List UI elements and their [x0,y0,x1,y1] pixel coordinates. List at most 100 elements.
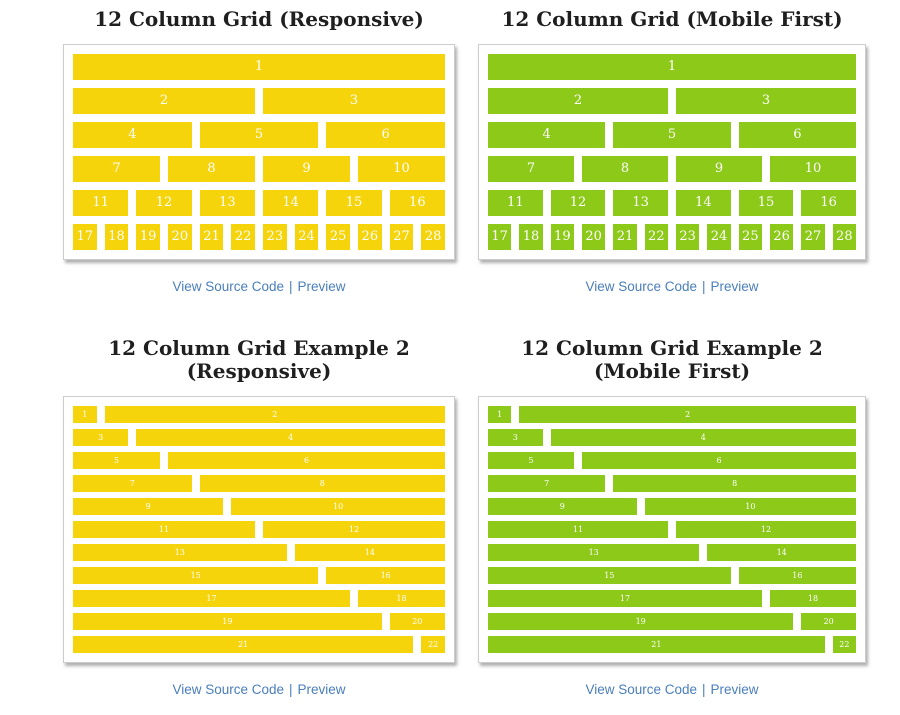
panel-title: 12 Column Grid Example 2 (Responsive) [63,337,455,383]
grid-cell: 1 [73,54,445,80]
panel-links: View Source Code | Preview [63,279,455,294]
grid-cell: 6 [582,452,856,469]
grid-cell: 3 [676,88,856,114]
grid-cell: 12 [550,190,606,216]
grid-cell: 24 [707,224,731,250]
preview-link[interactable]: Preview [297,682,346,697]
grid-row: 11 12 [488,521,856,538]
grid-row: 7 8 9 10 [73,156,445,182]
grid-row: 15 16 [73,567,445,584]
grid-row: 7 8 9 10 [488,156,856,182]
grid-cell: 26 [357,224,382,250]
panel-title: 12 Column Grid Example 2 (Mobile First) [478,337,866,383]
grid-cell: 17 [488,224,512,250]
grid-cell: 26 [770,224,794,250]
grid-row: 11 12 13 14 15 16 [73,190,445,216]
grid-container: 1 2 3 4 5 6 7 8 9 10 11 12 13 14 15 16 17 18 19 20 21 22 [478,396,866,663]
view-source-link[interactable]: View Source Code [585,682,698,697]
view-source-link[interactable]: View Source Code [172,279,285,294]
grid-cell: 11 [488,521,668,538]
grid-cell: 4 [136,429,445,446]
grid-cell: 3 [263,88,445,114]
grid-cell: 13 [488,544,700,561]
grid-cell: 1 [488,406,512,423]
grid-cell: 18 [104,224,129,250]
grid-cell: 25 [738,224,762,250]
grid-cell: 25 [326,224,350,250]
grid-cell: 21 [613,224,637,250]
grid-cell: 2 [104,406,445,423]
grid-cell: 6 [738,122,856,148]
grid-cell: 5 [613,122,731,148]
grid-cell: 22 [421,636,445,653]
grid-cell: 4 [73,122,192,148]
grid-cell: 16 [738,567,856,584]
view-source-link[interactable]: View Source Code [172,682,285,697]
grid-cell: 17 [488,590,762,607]
panel-title-line: 12 Column Grid Example 2 [521,336,823,360]
grid-cell: 8 [613,475,856,492]
grid-cell: 27 [801,224,825,250]
grid-cell: 11 [73,190,129,216]
grid-row: 17 18 [73,590,445,607]
grid-cell: 15 [326,190,382,216]
grid-cell: 19 [488,613,794,630]
grid-cell: 14 [676,190,731,216]
preview-link[interactable]: Preview [297,279,346,294]
grid-cell: 19 [136,224,160,250]
grid-cell: 10 [644,498,856,515]
link-separator: | [702,279,706,294]
grid-cell: 15 [73,567,319,584]
panel-title-line: 12 Column Grid (Responsive) [94,7,424,31]
grid-cell: 14 [294,544,445,561]
grid-cell: 17 [73,224,97,250]
grid-cell: 23 [262,224,287,250]
grid-row: 15 16 [488,567,856,584]
grid-cell: 21 [488,636,825,653]
grid-row: 9 10 [488,498,856,515]
panel-title-line: 12 Column Grid (Mobile First) [501,7,843,31]
grid-cell: 4 [550,429,856,446]
grid-row: 17 18 19 20 21 22 23 24 25 26 27 28 [488,224,856,250]
grid-cell: 7 [73,475,192,492]
grid-cell: 12 [263,521,445,538]
grid-cell: 16 [326,567,445,584]
grid-cell: 9 [488,498,637,515]
grid-cell: 9 [676,156,762,182]
grid-row: 11 12 [73,521,445,538]
grid-cell: 10 [358,156,445,182]
grid-cell: 2 [488,88,668,114]
view-source-link[interactable]: View Source Code [585,279,698,294]
grid-cell: 15 [738,190,794,216]
grid-row: 17 18 [488,590,856,607]
grid-cell: 4 [488,122,606,148]
grid-cell: 6 [168,452,445,469]
grid-row: 13 14 [73,544,445,561]
grid-row: 1 [488,54,856,80]
grid-cell: 2 [73,88,255,114]
grid-cell: 19 [550,224,574,250]
grid-cell: 11 [73,521,255,538]
grid-cell: 13 [199,190,255,216]
grid-row: 19 20 [73,613,445,630]
grid-cell: 16 [389,190,445,216]
panel-links: View Source Code | Preview [478,279,866,294]
grid-cell: 12 [136,190,192,216]
grid-container: 1 2 3 4 5 6 7 8 9 10 11 12 13 14 15 16 17 18 19 20 21 22 23 24 2… [478,44,866,260]
grid-cell: 22 [832,636,856,653]
link-separator: | [289,682,293,697]
preview-link[interactable]: Preview [710,279,759,294]
grid-cell: 22 [644,224,668,250]
grid-cell: 15 [488,567,731,584]
preview-link[interactable]: Preview [710,682,759,697]
grid-cell: 20 [582,224,606,250]
grid-cell: 10 [770,156,856,182]
